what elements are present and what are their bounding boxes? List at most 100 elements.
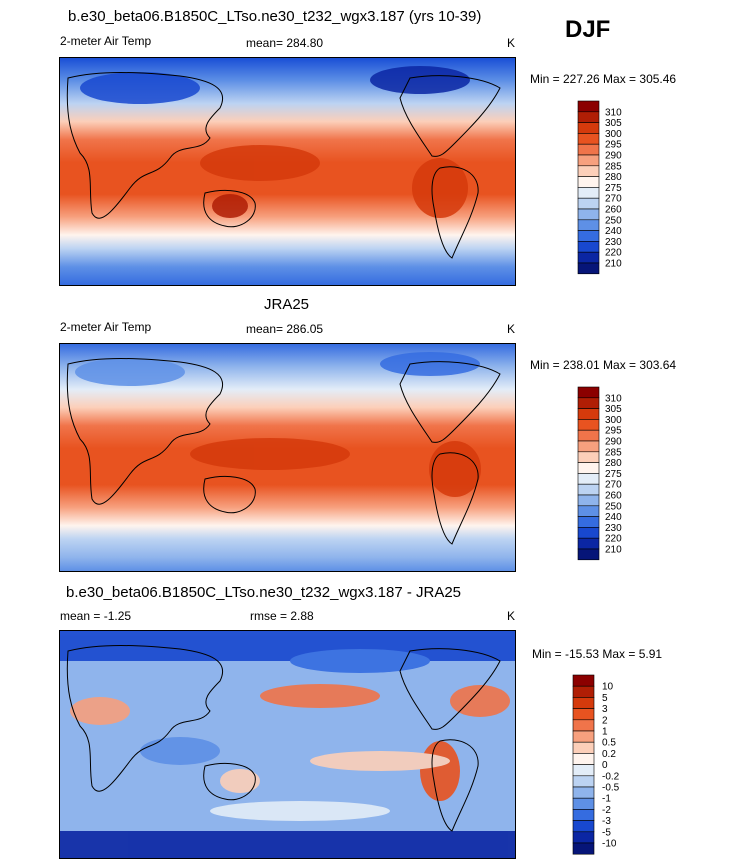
colorbar-swatch	[577, 133, 600, 145]
colorbar-tick-label: 300	[605, 415, 622, 426]
panel-2-coastlines	[66, 358, 501, 545]
panel-2-units: K	[507, 322, 516, 336]
colorbar-swatch	[572, 786, 595, 799]
panel-3-title: b.e30_beta06.B1850C_LTso.ne30_t232_wgx3.…	[66, 584, 462, 601]
colorbar-tick-label: 250	[605, 215, 622, 226]
colorbar-swatch	[577, 386, 600, 399]
panel-2-mean-label: mean= 286.05	[246, 322, 323, 336]
colorbar-swatch	[577, 122, 600, 134]
panel-2-variable: 2-meter Air Temp	[60, 320, 152, 334]
season-label: DJF	[565, 16, 611, 43]
panel-3-map	[59, 630, 516, 859]
colorbar-swatch	[577, 208, 600, 221]
colorbar-swatch	[577, 219, 600, 231]
panel-1-units: K	[507, 36, 516, 50]
colorbar-tick-label: -1	[602, 794, 611, 805]
colorbar-swatch	[577, 548, 600, 561]
colorbar-tick-label: 310	[605, 107, 622, 118]
colorbar-tick-label: 290	[605, 151, 622, 162]
colorbar-swatch	[577, 527, 600, 539]
colorbar-tick-label: 280	[605, 458, 622, 469]
colorbar-tick-label: 305	[605, 404, 622, 415]
colorbar-swatch	[577, 537, 600, 550]
colorbar-swatch	[572, 741, 595, 754]
colorbar-tick-label: 295	[605, 426, 622, 437]
colorbar-tick-label: 1	[602, 727, 608, 738]
panel-1-minmax: Min = 227.26 Max = 305.46	[530, 72, 677, 86]
colorbar-tick-label: 210	[605, 545, 622, 556]
colorbar-swatch	[577, 143, 600, 156]
colorbar-tick-label: 305	[605, 118, 622, 129]
colorbar-swatch	[577, 483, 600, 496]
panel-2-mean-key: mean=	[246, 322, 284, 336]
colorbar-tick-label: 0	[602, 760, 608, 771]
colorbar-tick-label: 10	[602, 682, 614, 693]
panel-2-hotspots	[75, 352, 481, 497]
colorbar-swatch	[572, 842, 595, 855]
colorbar-swatch	[572, 708, 595, 721]
colorbar-tick-label: 280	[605, 172, 622, 183]
panel-1-mean-value: 284.80	[286, 36, 324, 50]
colorbar-tick-label: -5	[602, 827, 611, 838]
colorbar-swatch	[572, 697, 595, 709]
colorbar-tick-label: 240	[605, 512, 622, 523]
panel-3-rmse: rmse = 2.88	[250, 609, 314, 623]
panel-1-colorbar: 3103053002952902852802752702602502402302…	[577, 100, 622, 275]
colorbar-swatch	[577, 251, 600, 264]
colorbar-swatch	[572, 820, 595, 833]
colorbar-swatch	[577, 262, 600, 275]
colorbar-swatch	[577, 419, 600, 431]
colorbar-tick-label: 270	[605, 480, 622, 491]
colorbar-swatch	[577, 462, 600, 474]
panel-3-minmax: Min = -15.53 Max = 5.91	[532, 647, 663, 661]
colorbar-tick-label: 230	[605, 523, 622, 534]
colorbar-swatch	[577, 397, 600, 409]
colorbar-tick-label: 210	[605, 259, 622, 270]
colorbar-tick-label: 290	[605, 437, 622, 448]
colorbar-tick-label: 0.2	[602, 749, 616, 760]
colorbar-swatch	[577, 154, 600, 167]
colorbar-tick-label: 275	[605, 469, 622, 480]
colorbar-swatch	[577, 197, 600, 210]
panel-1-title: b.e30_beta06.B1850C_LTso.ne30_t232_wgx3.…	[68, 8, 482, 25]
colorbar-swatch	[577, 451, 600, 463]
colorbar-tick-label: 270	[605, 194, 622, 205]
colorbar-swatch	[577, 494, 600, 507]
colorbar-swatch	[572, 719, 595, 732]
colorbar-swatch	[577, 440, 600, 453]
colorbar-tick-label: 285	[605, 447, 622, 458]
panel-2-mean-value: 286.05	[286, 322, 324, 336]
colorbar-tick-label: 0.5	[602, 738, 616, 749]
colorbar-swatch	[572, 753, 595, 765]
colorbar-tick-label: 275	[605, 183, 622, 194]
colorbar-swatch	[572, 764, 595, 777]
colorbar-swatch	[577, 176, 600, 188]
colorbar-tick-label: 220	[605, 248, 622, 259]
colorbar-tick-label: 295	[605, 140, 622, 151]
panel-1-map	[59, 57, 516, 286]
panel-2-colorbar: 3103053002952902852802752702602502402302…	[577, 386, 622, 561]
colorbar-tick-label: -10	[602, 839, 617, 850]
panel-2-title: JRA25	[264, 296, 310, 313]
panel-1-mean-label: mean= 284.80	[246, 36, 323, 50]
colorbar-tick-label: 260	[605, 491, 622, 502]
colorbar-swatch	[572, 674, 595, 687]
colorbar-swatch	[577, 429, 600, 442]
panel-2-map	[59, 343, 516, 572]
colorbar-swatch	[572, 797, 595, 810]
colorbar-swatch	[572, 775, 595, 788]
colorbar-tick-label: 5	[602, 693, 608, 704]
panel-1-variable: 2-meter Air Temp	[60, 34, 152, 48]
panel-2-minmax: Min = 238.01 Max = 303.64	[530, 358, 677, 372]
panel-1-coastlines	[66, 72, 501, 259]
colorbar-tick-label: 230	[605, 237, 622, 248]
panel-3-mean: mean = -1.25	[60, 609, 132, 623]
colorbar-swatch	[577, 230, 600, 242]
colorbar-swatch	[577, 100, 600, 113]
colorbar-tick-label: 260	[605, 205, 622, 216]
colorbar-tick-label: -3	[602, 816, 611, 827]
colorbar-swatch	[572, 730, 595, 743]
colorbar-swatch	[577, 165, 600, 177]
colorbar-tick-label: 220	[605, 534, 622, 545]
